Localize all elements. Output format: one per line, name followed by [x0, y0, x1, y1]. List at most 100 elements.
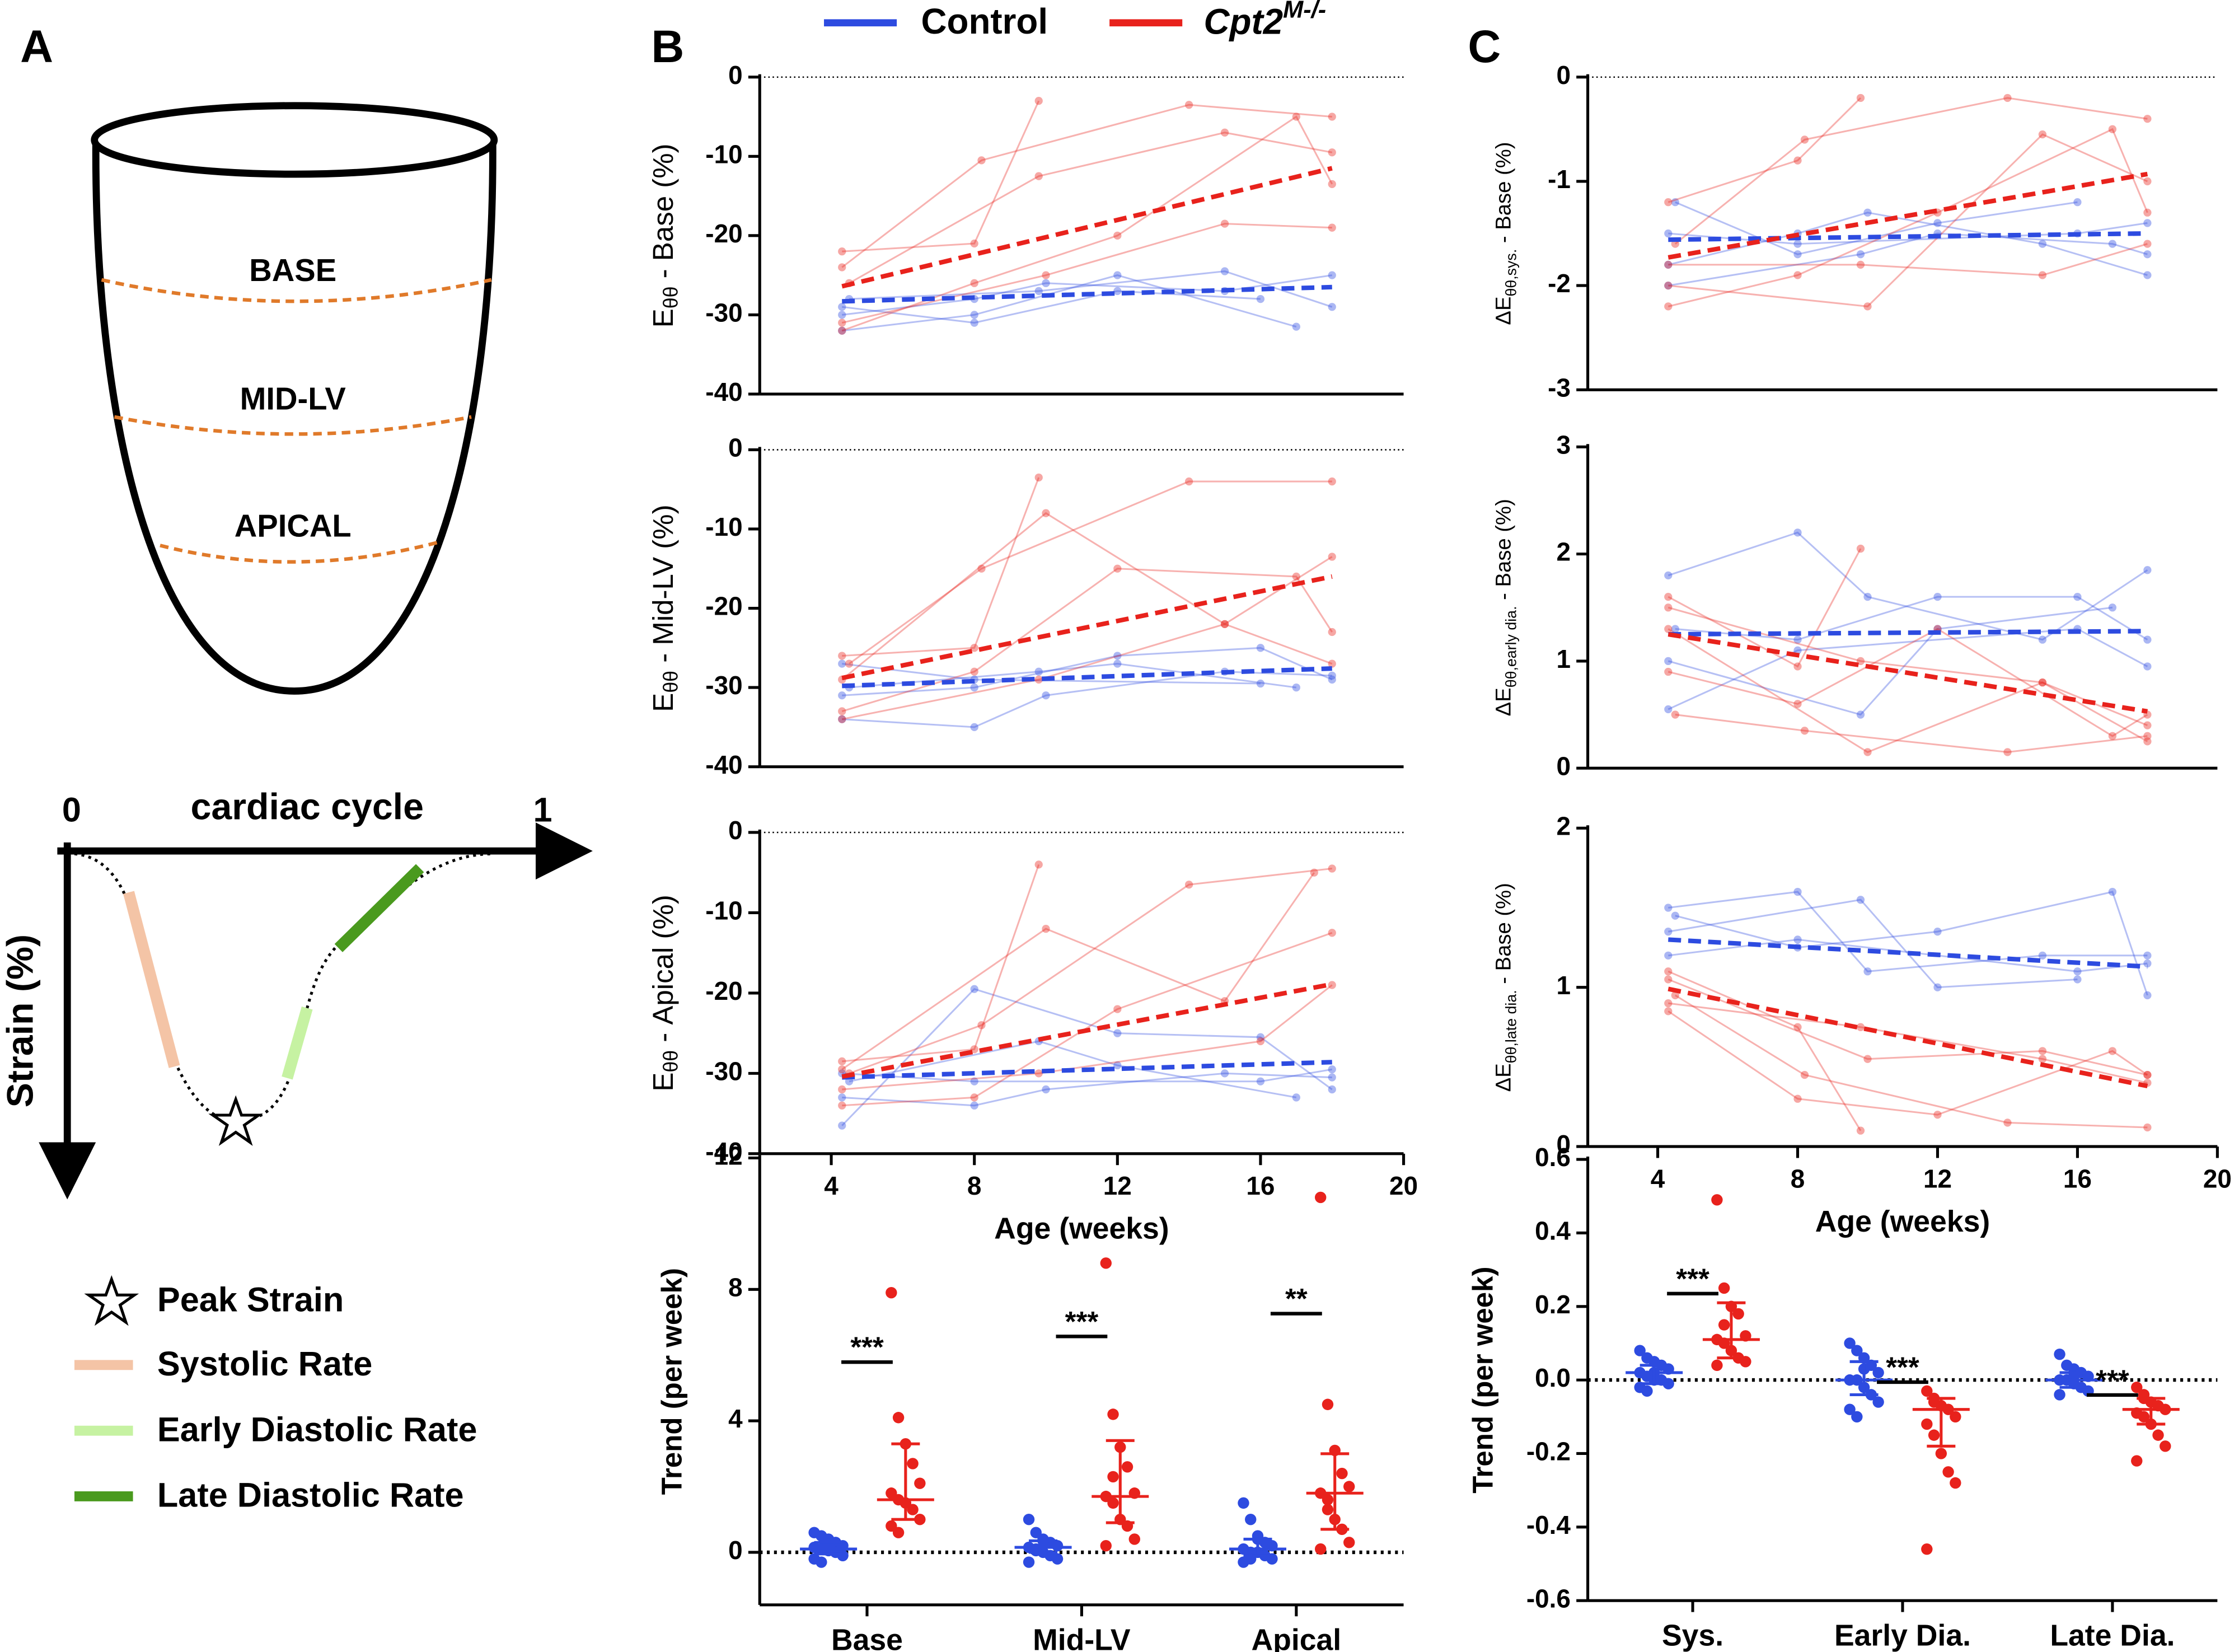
- data-point: [892, 1527, 905, 1538]
- region-label: APICAL: [235, 508, 352, 544]
- x-tick-label: Late Dia.: [2050, 1620, 2175, 1652]
- base-line: [101, 278, 492, 303]
- subject-point: [1328, 628, 1336, 637]
- y-tick-label: 0: [728, 1536, 743, 1565]
- subject-point: [1042, 691, 1050, 700]
- y-tick-label: -30: [705, 671, 742, 700]
- subject-point: [1671, 625, 1679, 633]
- data-point: [1121, 1461, 1133, 1473]
- subject-point: [1664, 592, 1673, 601]
- data-point: [1315, 1191, 1327, 1204]
- subject-point: [1292, 113, 1300, 121]
- data-point: [1128, 1533, 1140, 1545]
- y-tick-label: -20: [705, 592, 742, 621]
- data-point: [1928, 1429, 1940, 1441]
- subject-point: [1220, 620, 1229, 628]
- subject-point: [1328, 303, 1336, 311]
- subject-point: [1292, 683, 1300, 692]
- diagram-key: Peak Strain Systolic Rate Early Diastoli…: [74, 1275, 477, 1514]
- subject-point: [2073, 975, 2082, 984]
- trend-line: [1668, 937, 2148, 969]
- chart: -40 -30 -20 -10 0 Eθθ - Mid-LV (%): [647, 433, 1404, 779]
- subject-point: [2038, 1047, 2047, 1055]
- data-point: [1107, 1408, 1119, 1420]
- apical-line: [160, 541, 438, 564]
- subject-line: [1667, 606, 2148, 742]
- subject-line: [841, 872, 1315, 1070]
- subject-point: [838, 691, 846, 700]
- y-tick-label: -10: [705, 512, 742, 541]
- late-diastolic-segment: [334, 864, 424, 952]
- data-point: [1851, 1411, 1863, 1422]
- subject-point: [838, 311, 846, 319]
- region-label: BASE: [249, 252, 336, 288]
- y-label-rest: - Mid-LV (%): [647, 504, 679, 671]
- subject-point: [2003, 1119, 2012, 1127]
- x-axis-label: Age (weeks): [994, 1213, 1169, 1246]
- subject-point: [1863, 1055, 1872, 1063]
- subject-point: [977, 156, 986, 165]
- significance-label: ***: [2096, 1364, 2129, 1396]
- subject-point: [1034, 97, 1043, 105]
- mid-line: [114, 415, 472, 436]
- data-point: [1641, 1385, 1653, 1397]
- chart: -3 -2 -1 0 ΔEθθ,sys. - Base (%): [1492, 60, 2218, 402]
- y-tick-label: -1: [1548, 165, 1571, 194]
- y-label-rest: - Base (%): [1492, 142, 1516, 249]
- subject-point: [1184, 881, 1193, 889]
- y-axis-label: ΔEθθ,early dia. - Base (%): [1492, 499, 1520, 716]
- subject-line: [1668, 1002, 2148, 1084]
- subject-point: [1671, 911, 1679, 920]
- subject-point: [1292, 1093, 1300, 1102]
- subject-point: [1042, 509, 1050, 517]
- subject-point: [1113, 287, 1122, 296]
- subject-point: [838, 1065, 846, 1074]
- panel-label: B: [651, 21, 684, 72]
- x-tick-label: 20: [2203, 1164, 2232, 1193]
- subject-point: [1220, 1069, 1229, 1078]
- subject-point: [2143, 635, 2152, 644]
- subject-point: [2108, 603, 2117, 612]
- y-axis-label: Eθθ - Base (%): [647, 143, 682, 327]
- x-tick-label: 16: [2063, 1164, 2092, 1193]
- data-point: [1051, 1553, 1064, 1565]
- subject-point: [1800, 135, 1809, 144]
- subject-point: [838, 707, 846, 715]
- x-tick-label: 12: [1923, 1164, 1952, 1193]
- subject-point: [1113, 1029, 1122, 1037]
- subject-point: [1664, 967, 1673, 976]
- trend-line: [1667, 171, 2148, 260]
- data-point: [1322, 1494, 1334, 1506]
- x-tick-label: Sys.: [1662, 1620, 1723, 1652]
- chart: -40 -30 -20 -10 0 4 8 12 16 20 Age (weeks) Eθθ - Ap…: [647, 816, 1418, 1246]
- subject-point: [1034, 287, 1043, 296]
- subject-point: [2108, 887, 2117, 896]
- y-label-rest: - Base (%): [1492, 883, 1516, 990]
- y-label-main: ΔE: [1492, 297, 1516, 325]
- subject-line: [849, 132, 1333, 284]
- subject-point: [2143, 991, 2152, 1000]
- key-label: Systolic Rate: [157, 1345, 372, 1383]
- y-label-sub: θθ,sys.: [1502, 249, 1519, 297]
- y-tick-label: -40: [705, 377, 742, 406]
- significance-label: **: [1285, 1283, 1308, 1314]
- region-label: MID-LV: [240, 381, 346, 416]
- subject-point: [1184, 477, 1193, 486]
- y-tick-label: -0.6: [1526, 1584, 1571, 1613]
- data-point: [1921, 1543, 1933, 1555]
- subject-point: [1793, 700, 1802, 708]
- x-tick-label: Mid-LV: [1033, 1623, 1131, 1652]
- chart: 0 1 2 3 ΔEθθ,early dia. - Base (%): [1492, 430, 2218, 780]
- key-label: Late Diastolic Rate: [157, 1476, 464, 1514]
- subject-point: [2143, 721, 2152, 729]
- subject-point: [2038, 240, 2047, 248]
- x-tick-label: 4: [824, 1171, 839, 1200]
- y-tick-label: 4: [728, 1404, 743, 1433]
- subject-line: [1668, 891, 2148, 972]
- subject-point: [2143, 240, 2152, 248]
- subject-point: [1328, 148, 1336, 157]
- subject-point: [970, 985, 978, 993]
- peak-star: [208, 1095, 264, 1146]
- subject-point: [1856, 1023, 1865, 1031]
- y-label-main: E: [647, 308, 679, 327]
